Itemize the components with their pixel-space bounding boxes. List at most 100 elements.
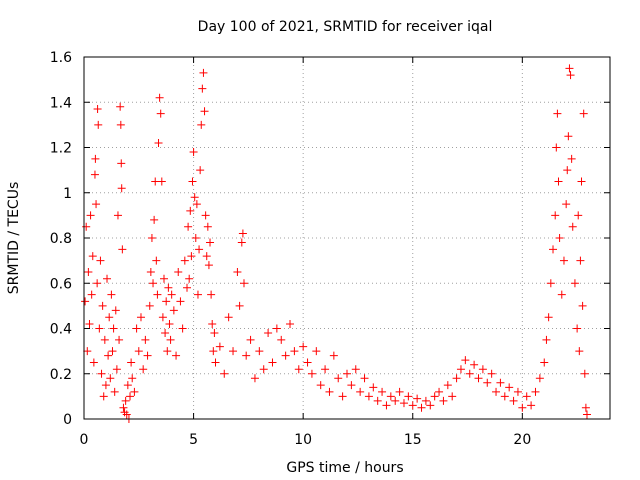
- data-point: [145, 301, 154, 310]
- data-point: [126, 392, 135, 401]
- data-point: [378, 387, 387, 396]
- data-point: [118, 245, 127, 254]
- data-point: [203, 222, 212, 231]
- data-point: [117, 159, 126, 168]
- data-point: [395, 387, 404, 396]
- data-point: [200, 107, 209, 116]
- x-axis: 0 5 10 15 20: [80, 57, 531, 448]
- data-point: [98, 301, 107, 310]
- data-point: [120, 408, 129, 417]
- data-point: [95, 324, 104, 333]
- data-point: [554, 177, 563, 186]
- data-point: [544, 313, 553, 322]
- data-point: [86, 211, 95, 220]
- y-tick-label: 0.2: [50, 367, 72, 383]
- data-point: [93, 279, 102, 288]
- data-point: [487, 369, 496, 378]
- data-point: [81, 297, 90, 306]
- data-point: [580, 369, 589, 378]
- data-point: [187, 252, 196, 261]
- data-point: [439, 396, 448, 405]
- data-point: [188, 177, 197, 186]
- data-point: [579, 109, 588, 118]
- data-point: [456, 365, 465, 374]
- data-point: [255, 347, 264, 356]
- data-point: [97, 369, 106, 378]
- data-point: [110, 387, 119, 396]
- data-point: [509, 396, 518, 405]
- data-point: [84, 267, 93, 276]
- data-point: [426, 401, 435, 410]
- data-point: [180, 256, 189, 265]
- data-point: [465, 369, 474, 378]
- data-point: [154, 138, 163, 147]
- data-point: [542, 335, 551, 344]
- data-point: [206, 238, 215, 247]
- data-point: [220, 369, 229, 378]
- data-point: [191, 234, 200, 242]
- data-point: [156, 109, 165, 118]
- data-point: [549, 245, 558, 254]
- data-point: [113, 211, 122, 220]
- data-point: [202, 252, 211, 261]
- data-point: [136, 313, 145, 322]
- data-point: [347, 381, 356, 390]
- x-tick-label: 5: [189, 432, 198, 448]
- data-point: [107, 290, 116, 299]
- data-point: [483, 378, 492, 387]
- data-point: [570, 279, 579, 288]
- data-point: [238, 229, 247, 238]
- data-point: [201, 211, 210, 220]
- data-point: [540, 358, 549, 367]
- data-point: [117, 184, 126, 193]
- data-point: [568, 222, 577, 231]
- data-point: [452, 374, 461, 383]
- data-point: [159, 274, 168, 283]
- data-point: [321, 365, 330, 374]
- data-point: [581, 403, 590, 412]
- data-point: [116, 102, 125, 111]
- data-point: [193, 290, 202, 299]
- data-point: [264, 329, 273, 338]
- data-point: [204, 261, 213, 270]
- data-point: [294, 365, 303, 374]
- data-point: [192, 200, 201, 209]
- plot-frame: [83, 56, 611, 420]
- data-point: [158, 313, 167, 322]
- data-point: [527, 401, 536, 410]
- data-point: [211, 358, 220, 367]
- data-point: [391, 396, 400, 405]
- data-point: [565, 64, 574, 73]
- data-point: [104, 351, 113, 360]
- data-point: [87, 290, 96, 299]
- data-point: [239, 279, 248, 288]
- data-point: [259, 365, 268, 374]
- data-point: [119, 403, 128, 412]
- data-point: [172, 351, 181, 360]
- data-point: [112, 365, 121, 374]
- data-point: [82, 222, 91, 231]
- x-tick-label: 0: [80, 432, 89, 448]
- data-point: [174, 267, 183, 276]
- data-point: [237, 238, 246, 247]
- data-point: [575, 347, 584, 356]
- data-point: [143, 351, 152, 360]
- data-point: [351, 365, 360, 374]
- data-point: [430, 392, 439, 401]
- data-point: [382, 401, 391, 410]
- data-point: [562, 200, 571, 209]
- data-point: [478, 365, 487, 374]
- data-point: [373, 396, 382, 405]
- data-point: [109, 324, 118, 333]
- data-point: [93, 105, 102, 114]
- data-point: [150, 215, 159, 224]
- data-point: [139, 365, 148, 374]
- data-point: [233, 267, 242, 276]
- x-axis-label: GPS time / hours: [286, 460, 403, 476]
- data-point: [88, 252, 97, 261]
- data-point: [185, 274, 194, 283]
- data-point: [141, 335, 150, 344]
- data-point: [153, 290, 162, 299]
- data-point: [574, 211, 583, 220]
- data-point: [552, 143, 561, 152]
